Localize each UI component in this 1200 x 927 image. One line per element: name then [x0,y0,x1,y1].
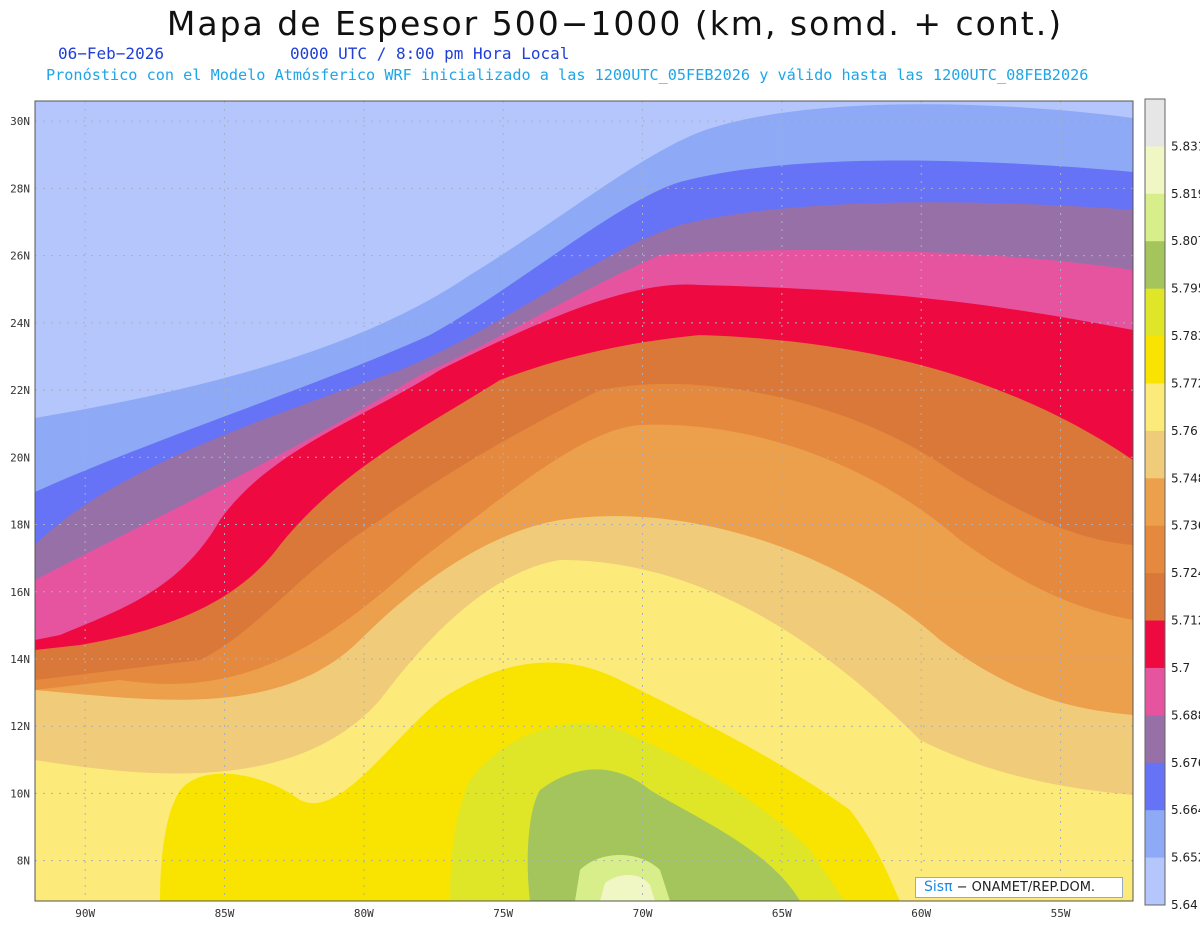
lon-tick-label: 65W [772,907,792,920]
colorbar-swatch [1145,193,1165,242]
colorbar-swatch [1145,430,1165,479]
lat-lon-grid [35,101,1133,901]
colorbar-frame [1144,98,1166,906]
colorbar-swatch [1145,667,1165,716]
lon-tick-label: 75W [493,907,513,920]
thickness-bands [35,104,1133,901]
credit-text: − ONAMET/REP.DOM. [956,880,1096,895]
colorbar-tick-label: 5.712 [1171,614,1200,628]
colorbar-swatch [1145,478,1165,527]
colorbar-swatch [1145,573,1165,622]
colorbar-swatch [1145,810,1165,859]
colorbar-swatch [1145,288,1165,337]
colorbar-tick-label: 5.795 [1171,282,1200,296]
colorbar-tick-label: 5.7 [1171,661,1190,675]
lon-tick-label: 60W [911,907,931,920]
lon-tick-label: 85W [215,907,235,920]
map-title: Mapa de Espesor 500−1000 (km, somd. + co… [166,4,1064,43]
colorbar-tick-label: 5.664 [1171,803,1200,817]
lat-tick-label: 28N [10,182,30,195]
lat-tick-label: 22N [10,384,30,397]
colorbar-swatch [1145,525,1165,574]
lon-tick-label: 80W [354,907,374,920]
lat-tick-label: 20N [10,451,30,464]
colorbar-tick-label: 5.652 [1171,851,1200,865]
map-frame [34,100,1134,902]
colorbar-tick-label: 5.64 [1171,898,1198,912]
credit-box: Sisπ − ONAMET/REP.DOM. [915,877,1123,898]
lat-tick-label: 30N [10,115,30,128]
colorbar-tick-label: 5.807 [1171,234,1200,248]
lon-tick-label: 90W [75,907,95,920]
colorbar-swatch [1145,146,1165,195]
colorbar-swatch [1145,99,1165,147]
lon-tick-label: 70W [633,907,653,920]
lat-tick-label: 8N [17,855,30,868]
colorbar-tick-label: 5.736 [1171,519,1200,533]
colorbar-swatch [1145,620,1165,669]
colorbar-swatch [1145,241,1165,290]
colorbar-tick-label: 5.819 [1171,187,1200,201]
lat-tick-label: 24N [10,317,30,330]
colorbar-tick-label: 5.748 [1171,471,1200,485]
band-5819 [600,874,655,901]
lat-tick-label: 14N [10,653,30,666]
colorbar-tick-label: 5.724 [1171,566,1200,580]
colorbar-swatch [1145,336,1165,384]
lat-tick-label: 12N [10,720,30,733]
forecast-time: 0000 UTC / 8:00 pm Hora Local [290,44,570,63]
colorbar-tick-label: 5.772 [1171,376,1200,390]
colorbar-tick-label: 5.783 [1171,329,1200,343]
axis-labels: 30N 28N 26N 24N 22N 20N 18N 16N 14N 12N 10N 8N 90W 85… [10,115,1071,920]
sispi-logo-text: Sisπ [924,879,953,895]
lat-tick-label: 10N [10,787,30,800]
lat-tick-label: 18N [10,519,30,532]
forecast-date: 06−Feb−2026 [58,44,164,63]
colorbar: 5.831 5.819 5.807 5.795 5.783 5.772 5.76 5.748 5… [1144,98,1200,912]
colorbar-swatch [1145,383,1165,432]
colorbar-tick-label: 5.688 [1171,708,1200,722]
forecast-note: Pronóstico con el Modelo Atmósferico WRF… [46,66,1089,84]
colorbar-swatch [1145,762,1165,811]
lon-tick-label: 55W [1051,907,1071,920]
colorbar-swatch [1145,857,1165,906]
colorbar-tick-label: 5.676 [1171,756,1200,770]
colorbar-tick-label: 5.76 [1171,424,1198,438]
colorbar-swatch [1145,715,1165,764]
lat-tick-label: 26N [10,250,30,263]
lat-tick-label: 16N [10,586,30,599]
colorbar-tick-label: 5.831 [1171,139,1200,153]
